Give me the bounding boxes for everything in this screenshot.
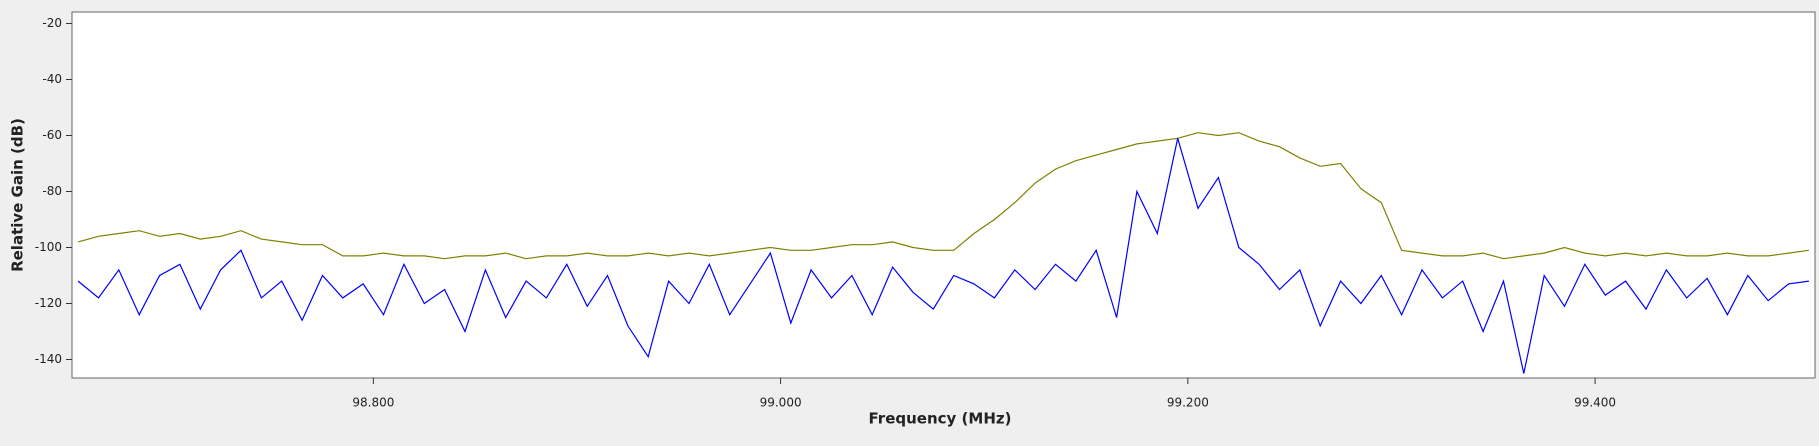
y-tick-label: -100 — [35, 240, 62, 254]
x-tick-label: 99.000 — [760, 396, 802, 410]
y-tick-label: -140 — [35, 352, 62, 366]
y-tick-label: -20 — [42, 16, 62, 30]
plot-area — [71, 11, 1816, 379]
y-tick-label: -60 — [42, 128, 62, 142]
x-tick-label: 99.400 — [1574, 396, 1616, 410]
y-tick-label: -40 — [42, 72, 62, 86]
y-tick-label: -80 — [42, 184, 62, 198]
series-line — [77, 138, 1809, 374]
y-axis-label: Relative Gain (dB) — [9, 118, 27, 272]
x-tick-label: 98.800 — [352, 396, 394, 410]
series-line — [77, 132, 1809, 260]
x-tick-label: 99.200 — [1167, 396, 1209, 410]
x-axis-label: Frequency (MHz) — [869, 410, 1012, 428]
y-tick-label: -120 — [35, 296, 62, 310]
